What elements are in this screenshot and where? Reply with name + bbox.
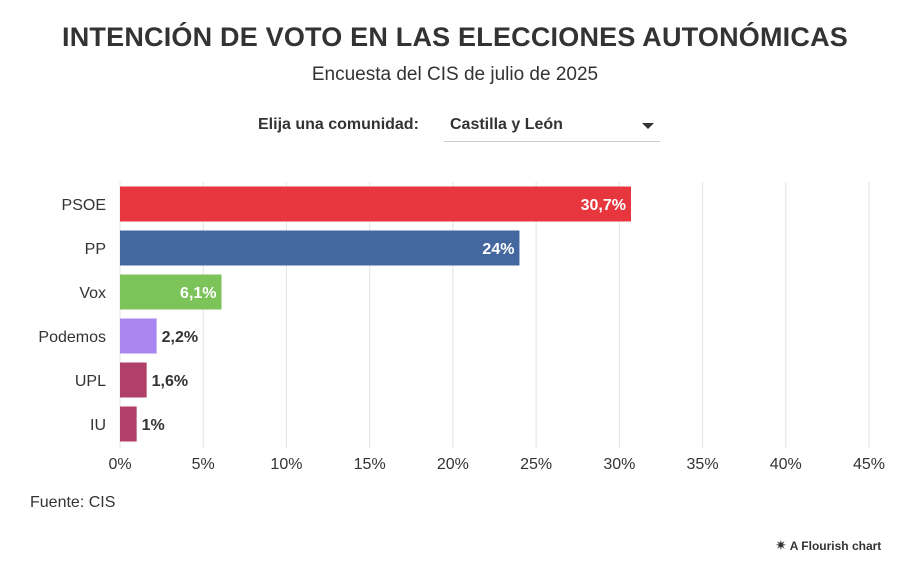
x-tick-label: 20% [437,456,469,473]
x-tick-label: 10% [270,456,302,473]
x-tick-label: 0% [108,456,131,473]
value-label: 2,2% [162,329,198,346]
chart-title: INTENCIÓN DE VOTO EN LAS ELECCIONES AUTO… [62,22,848,52]
value-label: 30,7% [581,197,626,214]
category-label: PSOE [62,197,106,214]
chevron-down-icon [642,123,654,129]
category-label: Vox [79,285,106,302]
category-label: Podemos [38,329,106,346]
region-selector-label: Elija una comunidad: [258,116,419,133]
category-label: IU [90,417,106,434]
flourish-logo-icon: ✷ [775,537,787,553]
bar-chart: 0% 5% 10% 15% 20% 25% 30% 35% 40% 45% PSOE 30,7% PP 2… [38,182,885,473]
x-tick-label: 30% [603,456,635,473]
category-label: UPL [75,373,106,390]
bar [120,318,157,354]
bar [120,186,631,222]
flourish-credit-link[interactable]: ✷ A Flourish chart [775,537,881,554]
source-note: Fuente: CIS [30,494,116,511]
x-tick-label: 40% [770,456,802,473]
bar [120,230,520,266]
value-label: 1% [142,417,165,434]
x-tick-label: 15% [354,456,386,473]
category-label: PP [85,241,106,258]
value-label: 1,6% [152,373,188,390]
bar [120,274,222,310]
value-label: 24% [482,241,514,258]
value-label: 6,1% [180,285,216,302]
x-tick-label: 45% [853,456,885,473]
bar [120,362,147,398]
region-dropdown[interactable]: Castilla y León [444,110,660,142]
bar [120,406,137,442]
x-tick-label: 5% [192,456,215,473]
x-tick-label: 25% [520,456,552,473]
chart-subtitle: Encuesta del CIS de julio de 2025 [311,64,599,85]
flourish-credit-text: A Flourish chart [789,539,882,553]
x-tick-label: 35% [687,456,719,473]
region-dropdown-value: Castilla y León [450,116,563,133]
